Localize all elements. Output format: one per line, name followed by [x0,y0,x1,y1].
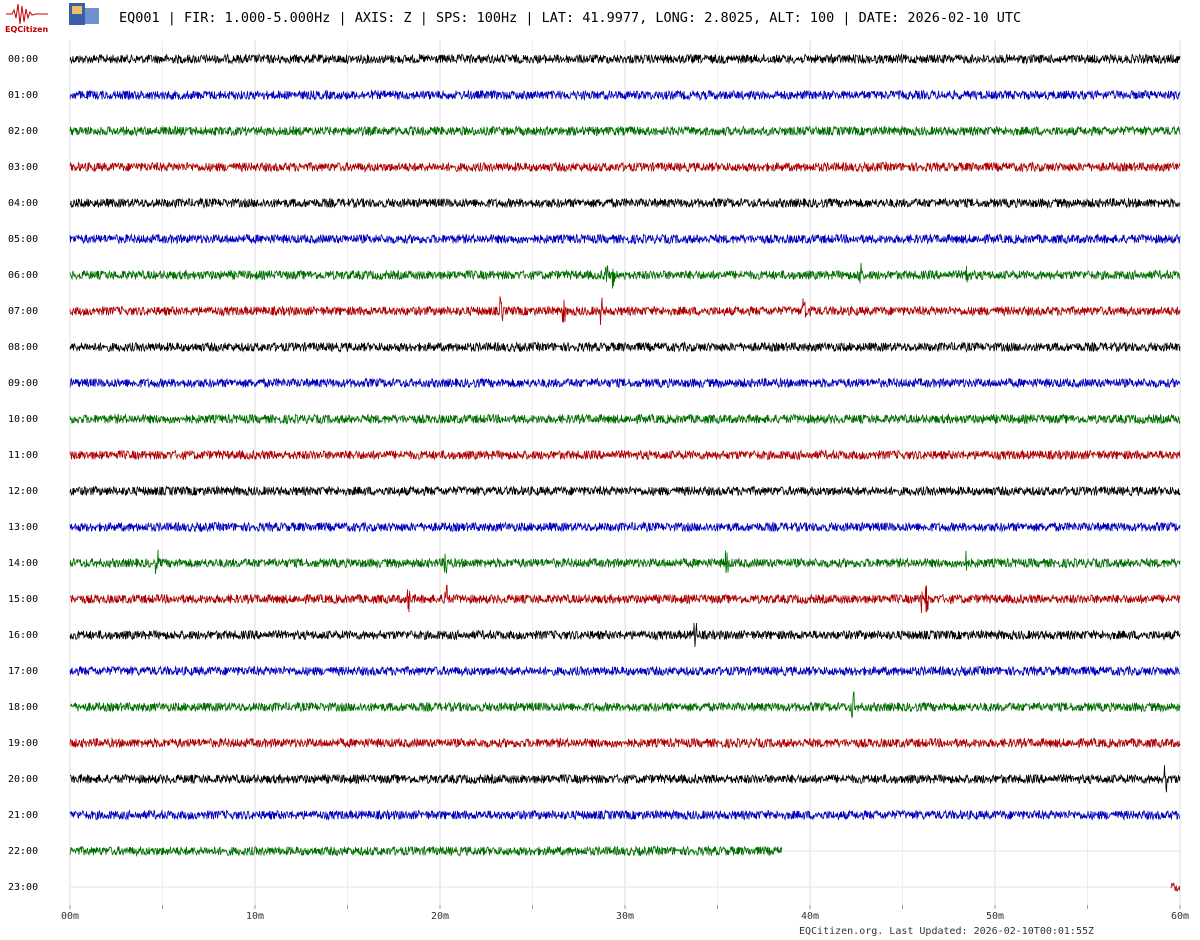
row-label: 13:00 [8,522,38,533]
logo-wave [6,3,48,25]
logo: EQCitizen [5,3,99,34]
x-tick-label: 60m [1171,911,1189,922]
row-label: 22:00 [8,846,38,857]
row-label: 03:00 [8,162,38,173]
row-label: 09:00 [8,378,38,389]
row-label: 21:00 [8,810,38,821]
app-icon-side [85,8,99,24]
trace [69,765,1181,793]
row-label: 20:00 [8,774,38,785]
trace [69,691,1181,719]
row-label: 18:00 [8,702,38,713]
trace [69,233,1181,245]
trace [69,521,1181,533]
trace [69,52,1181,65]
trace [69,125,1181,137]
x-tick-label: 30m [616,911,634,922]
trace [69,197,1181,209]
x-tick-label: 00m [61,911,79,922]
row-label: 10:00 [8,414,38,425]
row-label: 02:00 [8,126,38,137]
header-title: EQ001 | FIR: 1.000-5.000Hz | AXIS: Z | S… [119,10,1021,26]
x-tick-label: 20m [431,911,449,922]
row-label: 23:00 [8,882,38,893]
row-label: 00:00 [8,54,38,65]
app-icon-inner [72,6,82,14]
x-tick-label: 40m [801,911,819,922]
trace [69,377,1181,389]
trace [69,845,783,857]
trace [69,809,1180,821]
labels: 00m 10m 20m 30m 40m 50m 60m 00:00 01:00 02:00 03:0… [8,54,1189,922]
row-label: 14:00 [8,558,38,569]
trace [69,622,1181,647]
trace [69,584,1181,614]
row-label: 11:00 [8,450,38,461]
trace [69,737,1181,749]
traces [69,52,1181,892]
row-label: 15:00 [8,594,38,605]
row-label: 16:00 [8,630,38,641]
row-label: 08:00 [8,342,38,353]
row-label: 05:00 [8,234,38,245]
trace [69,449,1181,461]
trace [69,485,1181,497]
trace [69,413,1181,425]
x-tick-label: 50m [986,911,1004,922]
row-label: 12:00 [8,486,38,497]
row-label: 04:00 [8,198,38,209]
row-label: 17:00 [8,666,38,677]
footer: EQCitizen.org. Last Updated: 2026-02-10T… [799,926,1094,937]
trace [1170,882,1181,892]
trace [69,341,1181,353]
logo-text: EQCitizen [5,25,49,34]
row-label: 07:00 [8,306,38,317]
x-tick-label: 10m [246,911,264,922]
row-label: 01:00 [8,90,38,101]
trace [69,665,1181,677]
trace [69,262,1181,289]
trace [69,296,1181,326]
trace [69,549,1181,575]
trace [69,161,1181,173]
row-label: 19:00 [8,738,38,749]
row-label: 06:00 [8,270,38,281]
trace [69,89,1181,102]
